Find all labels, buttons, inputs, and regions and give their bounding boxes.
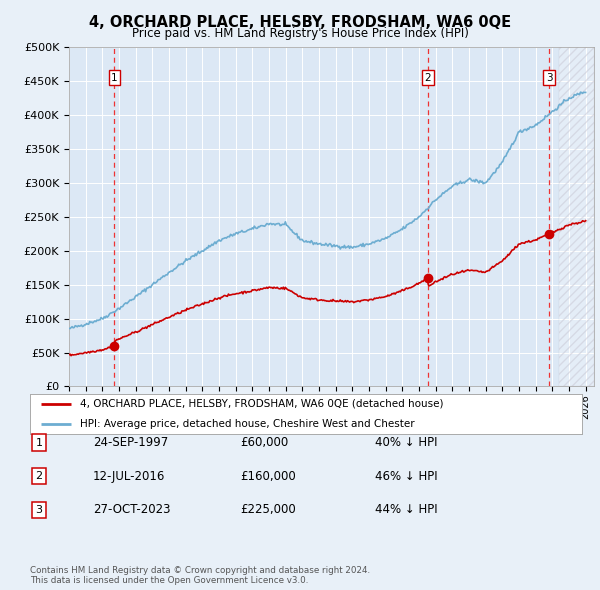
Text: 2: 2 bbox=[35, 471, 43, 481]
Text: 1: 1 bbox=[35, 438, 43, 447]
Text: 3: 3 bbox=[546, 73, 553, 83]
Text: 3: 3 bbox=[35, 505, 43, 514]
Text: £160,000: £160,000 bbox=[240, 470, 296, 483]
Text: 44% ↓ HPI: 44% ↓ HPI bbox=[375, 503, 437, 516]
Text: 40% ↓ HPI: 40% ↓ HPI bbox=[375, 436, 437, 449]
Text: Price paid vs. HM Land Registry's House Price Index (HPI): Price paid vs. HM Land Registry's House … bbox=[131, 27, 469, 40]
Text: 24-SEP-1997: 24-SEP-1997 bbox=[93, 436, 168, 449]
Text: £60,000: £60,000 bbox=[240, 436, 288, 449]
Text: 46% ↓ HPI: 46% ↓ HPI bbox=[375, 470, 437, 483]
Text: 2: 2 bbox=[425, 73, 431, 83]
Text: Contains HM Land Registry data © Crown copyright and database right 2024.
This d: Contains HM Land Registry data © Crown c… bbox=[30, 566, 370, 585]
Text: 1: 1 bbox=[111, 73, 118, 83]
Text: £225,000: £225,000 bbox=[240, 503, 296, 516]
Text: HPI: Average price, detached house, Cheshire West and Chester: HPI: Average price, detached house, Ches… bbox=[80, 419, 415, 428]
Text: 27-OCT-2023: 27-OCT-2023 bbox=[93, 503, 170, 516]
Text: 4, ORCHARD PLACE, HELSBY, FRODSHAM, WA6 0QE (detached house): 4, ORCHARD PLACE, HELSBY, FRODSHAM, WA6 … bbox=[80, 399, 443, 408]
Text: 12-JUL-2016: 12-JUL-2016 bbox=[93, 470, 166, 483]
Text: 4, ORCHARD PLACE, HELSBY, FRODSHAM, WA6 0QE: 4, ORCHARD PLACE, HELSBY, FRODSHAM, WA6 … bbox=[89, 15, 511, 30]
